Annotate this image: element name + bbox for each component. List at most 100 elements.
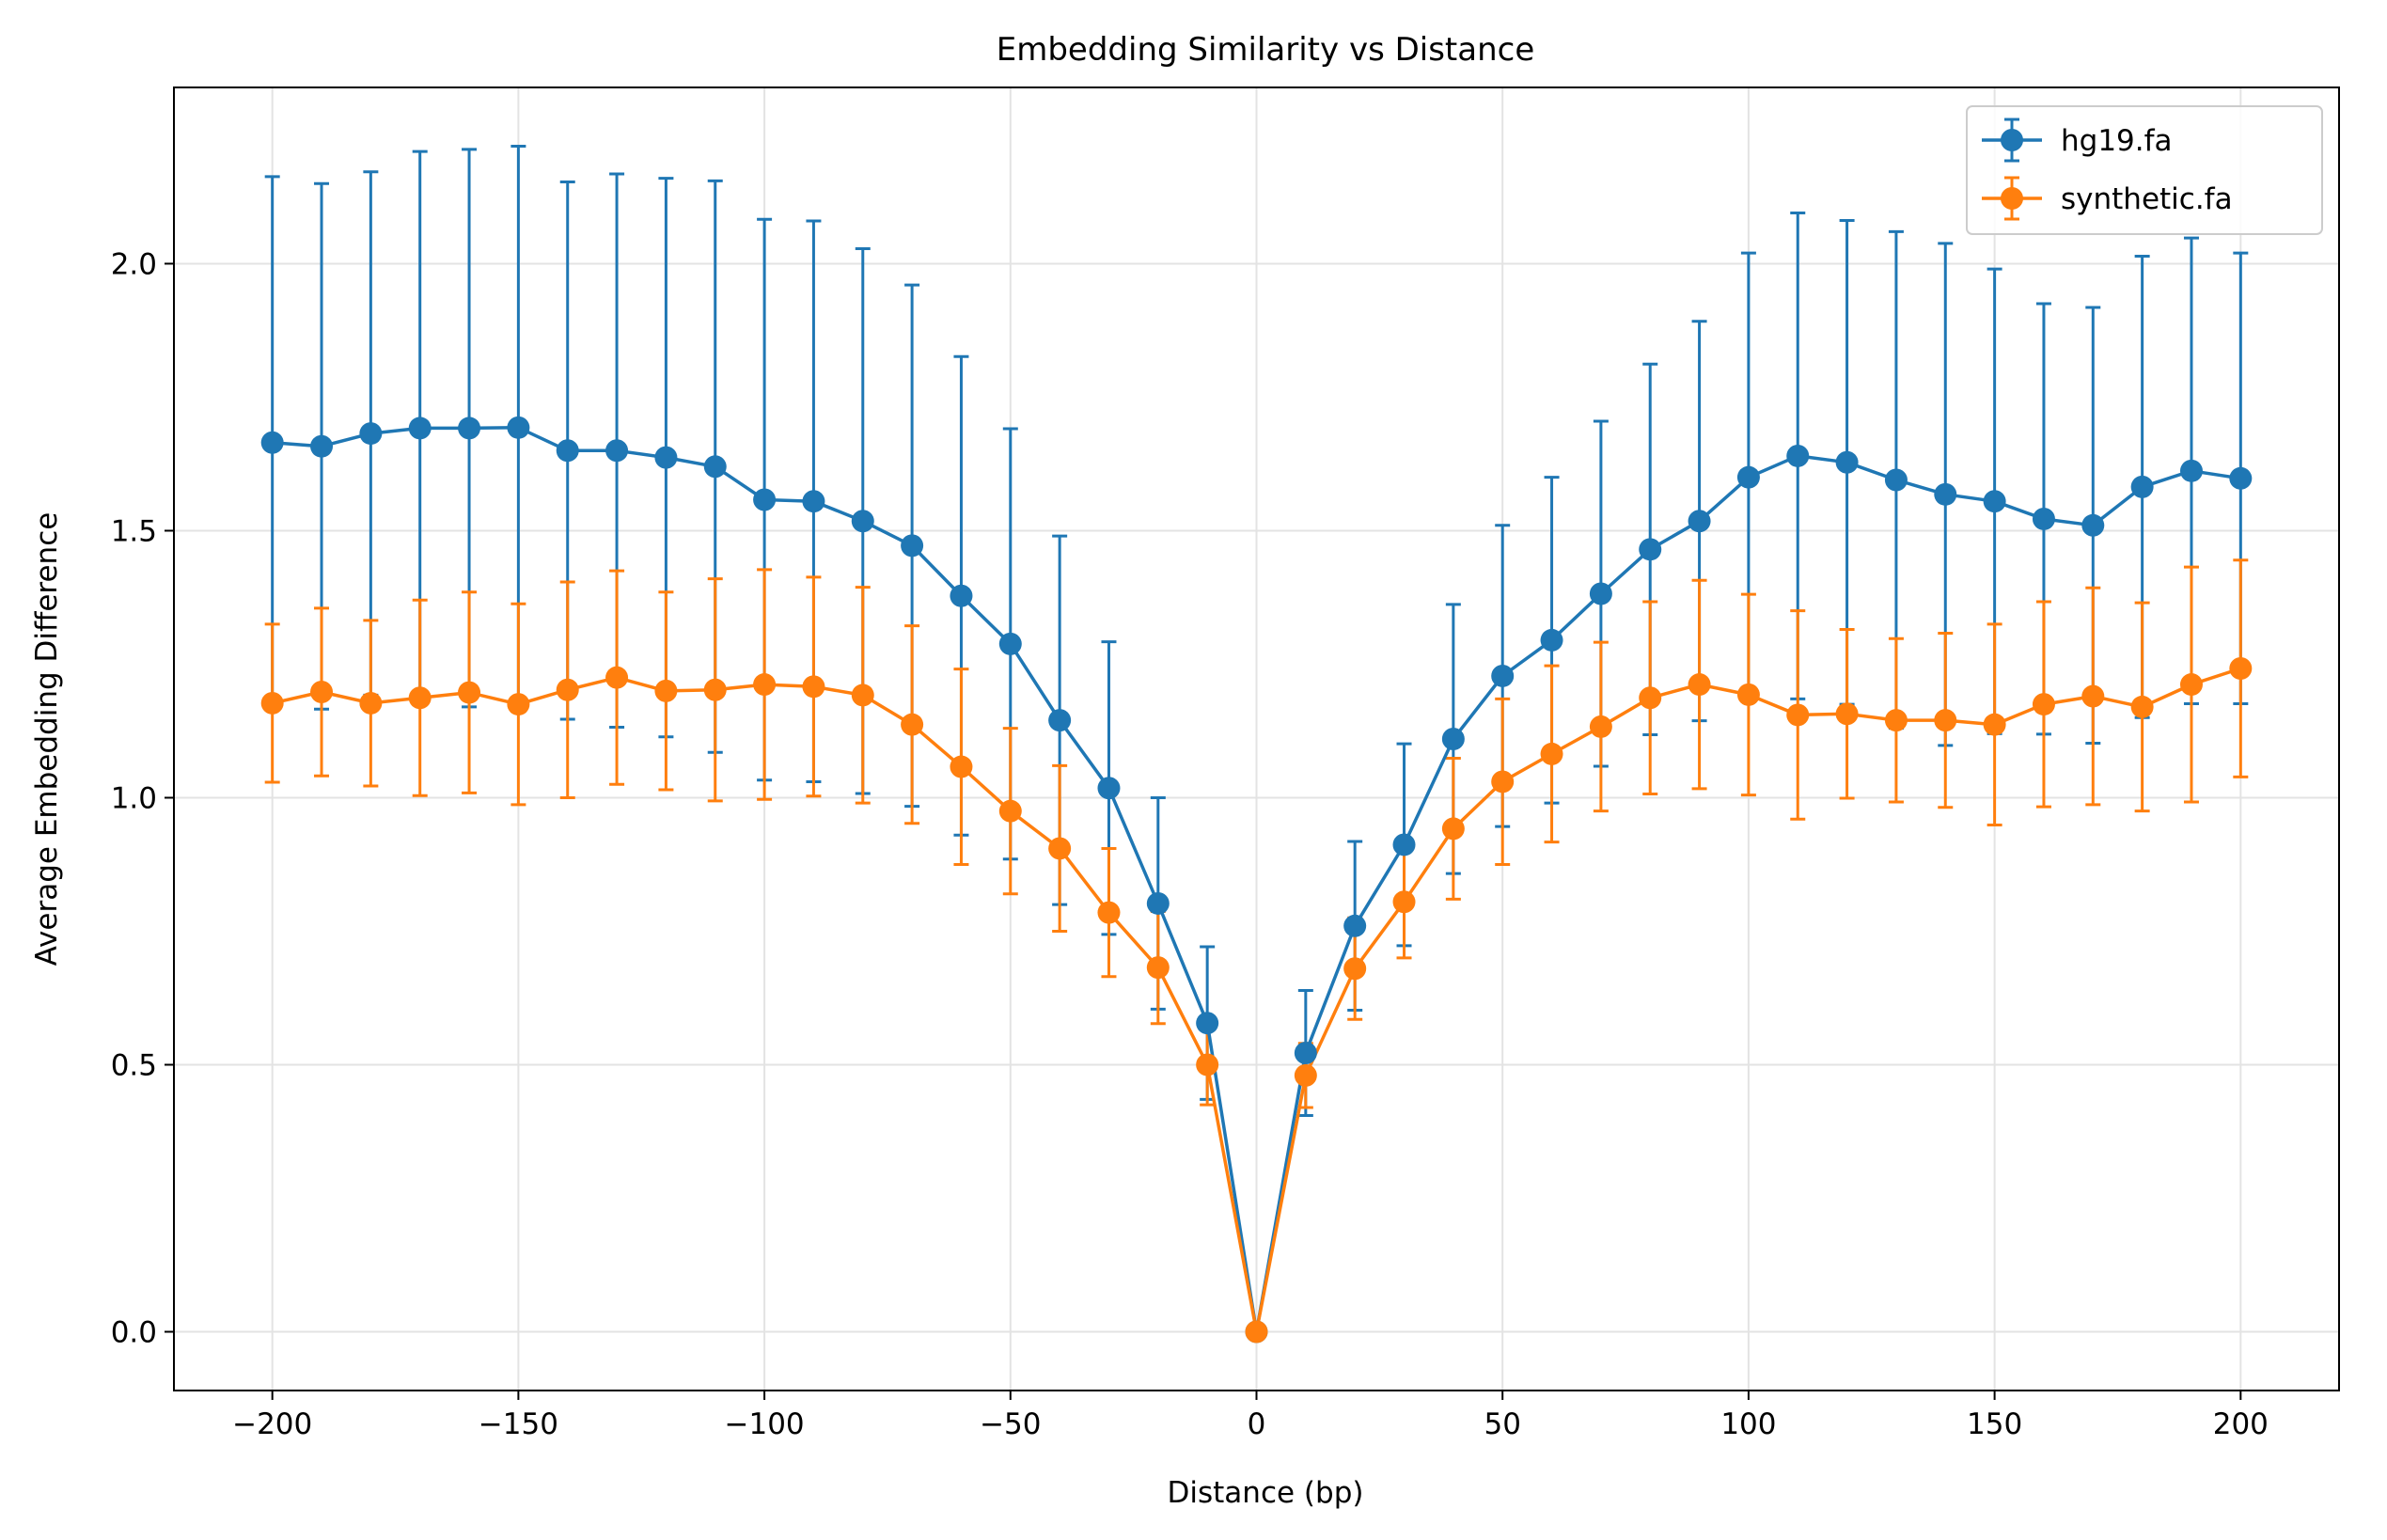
point-hg19-fa: [703, 455, 727, 479]
point-hg19-fa: [1884, 468, 1908, 492]
legend-label-synthetic-fa: synthetic.fa: [2061, 182, 2233, 216]
point-synthetic-fa: [802, 675, 825, 699]
x-tick-label: −150: [479, 1407, 558, 1441]
point-synthetic-fa: [1786, 703, 1810, 727]
point-hg19-fa: [1294, 1042, 1317, 1065]
point-synthetic-fa: [556, 678, 579, 701]
point-synthetic-fa: [654, 679, 678, 702]
point-hg19-fa: [1639, 538, 1662, 561]
legend-label-hg19-fa: hg19.fa: [2061, 124, 2173, 158]
y-tick-label: 0.0: [111, 1316, 157, 1350]
chart-title: Embedding Similarity vs Distance: [997, 31, 1535, 69]
x-axis-label: Distance (bp): [1168, 1476, 1364, 1510]
point-synthetic-fa: [1736, 683, 1760, 706]
point-synthetic-fa: [901, 713, 924, 736]
x-tick-label: 0: [1248, 1407, 1266, 1441]
point-synthetic-fa: [1589, 715, 1612, 738]
point-synthetic-fa: [458, 681, 481, 704]
point-hg19-fa: [1343, 914, 1367, 937]
legend: hg19.fa synthetic.fa: [1966, 105, 2323, 235]
point-hg19-fa: [1983, 490, 2006, 513]
point-synthetic-fa: [1441, 817, 1465, 841]
point-synthetic-fa: [1294, 1063, 1317, 1087]
point-synthetic-fa: [1491, 770, 1515, 794]
legend-marker-synthetic-fa: [2001, 187, 2023, 210]
point-hg19-fa: [901, 534, 924, 558]
y-tick-label: 1.5: [111, 514, 157, 548]
point-synthetic-fa: [359, 691, 383, 715]
point-synthetic-fa: [1688, 673, 1711, 697]
point-hg19-fa: [1097, 777, 1121, 800]
point-synthetic-fa: [1146, 956, 1170, 980]
point-synthetic-fa: [507, 693, 530, 716]
point-synthetic-fa: [1048, 837, 1072, 860]
point-synthetic-fa: [1097, 901, 1121, 924]
point-synthetic-fa: [1343, 957, 1367, 981]
point-hg19-fa: [507, 416, 530, 439]
y-axis-ticks: 0.0 0.5 1.0 1.5 2.0: [111, 247, 174, 1350]
point-synthetic-fa: [1639, 686, 1662, 710]
x-axis-ticks: −200 −150 −100 −50 0 50 100 150 200: [232, 1391, 2269, 1441]
point-hg19-fa: [2032, 507, 2055, 530]
point-synthetic-fa: [703, 678, 727, 701]
point-synthetic-fa: [1196, 1053, 1219, 1076]
point-hg19-fa: [851, 510, 874, 533]
point-synthetic-fa: [1392, 890, 1416, 914]
point-synthetic-fa: [310, 681, 334, 704]
x-tick-label: −200: [232, 1407, 312, 1441]
point-hg19-fa: [1688, 510, 1711, 533]
point-synthetic-fa: [2130, 695, 2154, 718]
point-hg19-fa: [950, 584, 973, 607]
point-hg19-fa: [802, 490, 825, 513]
point-hg19-fa: [260, 431, 284, 454]
point-synthetic-fa: [2032, 693, 2055, 716]
point-hg19-fa: [605, 439, 629, 463]
x-tick-label: −100: [725, 1407, 805, 1441]
point-synthetic-fa: [2229, 657, 2253, 681]
point-synthetic-fa: [1983, 713, 2006, 736]
point-hg19-fa: [998, 632, 1022, 655]
point-synthetic-fa: [605, 666, 629, 689]
point-hg19-fa: [1441, 728, 1465, 750]
point-synthetic-fa: [260, 691, 284, 715]
point-synthetic-fa: [1245, 1320, 1268, 1344]
legend-marker-hg19-fa: [2001, 129, 2023, 151]
point-hg19-fa: [1048, 709, 1072, 732]
point-hg19-fa: [1589, 582, 1612, 605]
point-hg19-fa: [2179, 459, 2203, 482]
point-hg19-fa: [1736, 465, 1760, 489]
point-hg19-fa: [1392, 833, 1416, 856]
point-hg19-fa: [1934, 482, 1957, 506]
point-hg19-fa: [458, 416, 481, 440]
y-tick-label: 1.0: [111, 781, 157, 815]
point-hg19-fa: [1835, 450, 1859, 474]
point-hg19-fa: [1491, 664, 1515, 687]
point-synthetic-fa: [1934, 709, 1957, 732]
point-hg19-fa: [1786, 444, 1810, 467]
point-synthetic-fa: [950, 755, 973, 778]
point-hg19-fa: [1196, 1012, 1219, 1035]
point-synthetic-fa: [2179, 673, 2203, 697]
point-hg19-fa: [556, 439, 579, 463]
point-hg19-fa: [408, 416, 432, 440]
point-synthetic-fa: [753, 673, 777, 697]
point-hg19-fa: [753, 488, 777, 511]
point-synthetic-fa: [1835, 702, 1859, 726]
point-hg19-fa: [2081, 513, 2105, 537]
point-hg19-fa: [359, 422, 383, 446]
point-hg19-fa: [1540, 628, 1563, 652]
point-synthetic-fa: [408, 686, 432, 710]
point-hg19-fa: [1146, 891, 1170, 915]
y-tick-label: 2.0: [111, 247, 157, 281]
point-synthetic-fa: [1540, 742, 1563, 765]
point-synthetic-fa: [851, 684, 874, 707]
point-hg19-fa: [310, 434, 334, 458]
x-tick-label: 150: [1967, 1407, 2022, 1441]
x-tick-label: 200: [2213, 1407, 2269, 1441]
series-points: [260, 416, 2253, 1344]
x-tick-label: 100: [1720, 1407, 1776, 1441]
x-tick-label: −50: [980, 1407, 1041, 1441]
point-hg19-fa: [2229, 466, 2253, 490]
